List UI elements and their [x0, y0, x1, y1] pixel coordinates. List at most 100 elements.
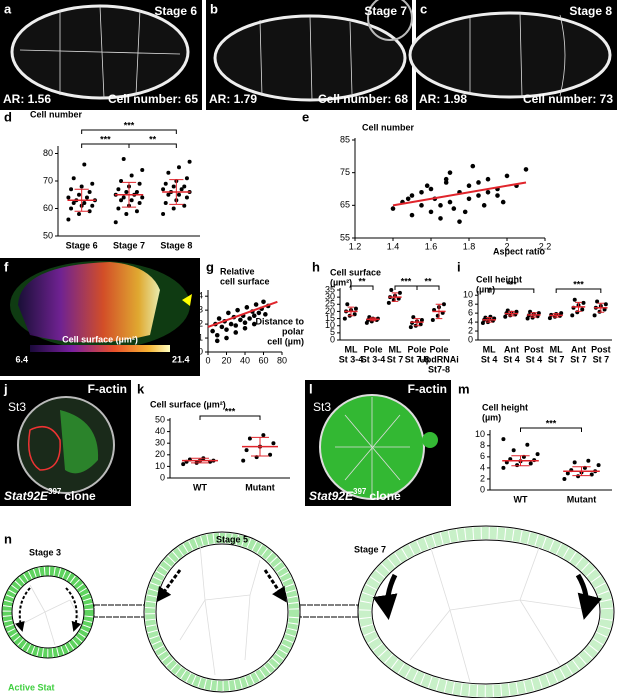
data-point	[181, 462, 186, 467]
sd-bar	[251, 436, 269, 457]
y-tick-label: 3	[198, 305, 203, 315]
genotype: Stat92E397 clone	[309, 487, 401, 503]
y-tick-label: 0	[480, 484, 485, 494]
data-point	[603, 302, 608, 307]
data-point	[171, 206, 176, 211]
data-point	[77, 212, 82, 216]
data-point	[342, 316, 347, 321]
data-point	[441, 302, 446, 307]
panel-letter: j	[3, 381, 8, 396]
y-tick-label: 10	[155, 461, 165, 471]
panel-letter: c	[420, 1, 427, 16]
x-tick-label: Post	[591, 344, 611, 354]
significance-label: ***	[225, 406, 236, 416]
significance-bracket	[81, 143, 130, 148]
sd-bar	[572, 466, 591, 477]
data-point	[263, 312, 268, 317]
stage-label: Stage 7	[354, 544, 386, 554]
data-point	[595, 299, 600, 304]
data-point	[409, 212, 415, 218]
x-tick-label: Mutant	[567, 494, 597, 504]
significance-label: **	[358, 276, 366, 286]
data-point	[390, 206, 396, 211]
data-point	[565, 471, 570, 476]
sd-bar	[391, 292, 399, 302]
data-point	[511, 448, 516, 453]
data-point	[528, 309, 533, 314]
y-tick-label: 30	[155, 438, 165, 448]
x-tick-label: 1.4	[387, 241, 400, 251]
data-point	[184, 195, 189, 200]
data-point	[345, 302, 350, 307]
data-point	[389, 288, 394, 292]
data-point	[166, 192, 171, 197]
data-point	[116, 206, 121, 211]
y-axis-label: (µm)	[482, 412, 501, 422]
stain-label: F-actin	[408, 382, 447, 396]
y-axis-label: Cell height	[476, 274, 522, 284]
data-point	[121, 195, 126, 200]
allele: 397	[353, 487, 367, 496]
sd-bar	[74, 188, 89, 212]
data-point	[547, 316, 552, 321]
x-tick-label: St 4	[526, 354, 543, 364]
data-point	[242, 325, 248, 331]
cell-number: Cell number: 73	[523, 92, 613, 106]
data-point	[241, 458, 246, 463]
sd-bar	[511, 455, 530, 467]
x-tick-label: 1.8	[463, 241, 476, 251]
y-tick-label: 10	[475, 429, 485, 439]
data-point	[134, 209, 139, 214]
data-point	[570, 313, 575, 318]
y-tick-label: 20	[155, 449, 165, 459]
x-tick-label: 60	[258, 355, 268, 365]
x-tick-label: Stage 6	[66, 240, 98, 250]
sd-bar	[530, 312, 538, 318]
significance-bracket	[394, 285, 418, 290]
aspect-ratio: AR: 1.79	[209, 92, 257, 106]
x-tick-label: St 7	[548, 354, 565, 364]
stain-label: F-actin	[88, 382, 127, 396]
x-tick-label: St 3-4	[361, 354, 386, 364]
y-tick-label: 50	[155, 414, 165, 424]
y-tick-label: 20	[325, 306, 335, 316]
y-tick-label: 60	[43, 203, 53, 213]
x-tick-label: 2	[504, 241, 509, 251]
significance-label: ***	[401, 276, 412, 286]
data-point	[140, 168, 145, 172]
sd-bar	[369, 317, 377, 322]
y-axis-label: Cell number	[362, 122, 415, 132]
significance-bracket	[416, 285, 440, 290]
data-point	[535, 452, 540, 457]
x-tick-label: St 4	[503, 354, 520, 364]
data-point	[247, 436, 252, 441]
data-point	[419, 189, 424, 195]
x-tick-label: WT	[193, 482, 207, 492]
data-point	[523, 167, 529, 172]
data-point	[397, 290, 402, 295]
y-tick-label: 80	[43, 148, 53, 158]
data-point	[485, 189, 491, 195]
panel-letter: i	[457, 259, 461, 274]
data-point	[483, 315, 488, 320]
y-tick-label: 4	[480, 462, 485, 472]
data-point	[129, 198, 134, 203]
stage-label: Stage 5	[216, 534, 248, 544]
data-point	[238, 317, 243, 323]
data-point	[233, 330, 239, 335]
data-point	[244, 305, 250, 310]
data-point	[419, 203, 424, 208]
significance-bracket	[128, 143, 177, 148]
y-tick-label: 4	[198, 291, 203, 301]
y-tick-label: 5	[330, 327, 335, 337]
y-tick-label: 30	[325, 292, 335, 302]
data-point	[182, 184, 187, 189]
data-point	[171, 184, 176, 189]
data-point	[470, 163, 476, 169]
x-tick-label: St 3-4	[339, 354, 364, 364]
stage-label: Stage 3	[29, 547, 61, 557]
cell-number: Cell number: 65	[108, 92, 198, 106]
data-point	[405, 196, 411, 202]
data-point	[581, 300, 586, 305]
